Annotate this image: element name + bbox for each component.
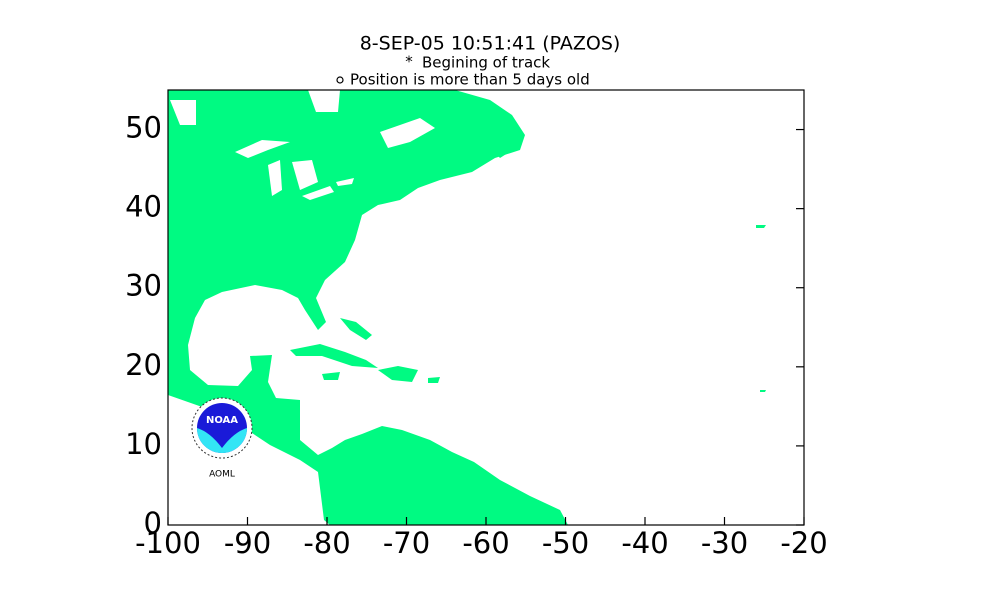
y-tick-label: 20	[125, 348, 162, 382]
x-tick-label: -90	[224, 526, 271, 560]
island	[378, 366, 418, 382]
plot-area	[167, 89, 805, 526]
lake	[308, 90, 340, 112]
x-tick-label: -80	[303, 526, 350, 560]
y-tick-label: 10	[125, 427, 162, 461]
lake	[170, 100, 196, 125]
y-tick-label: 0	[144, 506, 162, 540]
lake	[268, 160, 282, 196]
star-symbol: *	[405, 53, 413, 71]
x-tick-label: -40	[621, 526, 668, 560]
circle-symbol	[336, 76, 344, 84]
logo-label: NOAA	[206, 415, 238, 426]
island	[760, 390, 766, 392]
lake	[235, 140, 290, 158]
legend-entry: Position is more than 5 days old	[350, 71, 590, 89]
lake	[380, 118, 435, 148]
logo-wave	[197, 428, 247, 453]
map-title: 8-SEP-05 10:51:41 (PAZOS)	[360, 33, 621, 55]
x-tick-label: -60	[462, 526, 509, 560]
x-tick-label: -70	[383, 526, 430, 560]
island	[478, 124, 522, 158]
island	[290, 344, 378, 368]
island	[428, 377, 440, 383]
lake	[336, 178, 354, 186]
island	[340, 318, 372, 340]
x-tick-label: -20	[780, 526, 827, 560]
legend-entry: Begining of track	[422, 54, 550, 72]
y-tick-label: 40	[125, 190, 162, 224]
x-tick-label: -100	[135, 526, 201, 560]
continent	[168, 90, 568, 525]
lake	[302, 186, 334, 200]
logo: NOAA AOML	[191, 397, 253, 480]
y-tick-label: 30	[125, 269, 162, 303]
island	[322, 372, 340, 380]
island	[756, 225, 766, 228]
logo-caption: AOML	[209, 470, 235, 480]
lake	[292, 160, 318, 190]
land	[168, 90, 766, 525]
x-tick-label: -50	[542, 526, 589, 560]
y-tick-label: 50	[125, 111, 162, 145]
x-tick-label: -30	[701, 526, 748, 560]
